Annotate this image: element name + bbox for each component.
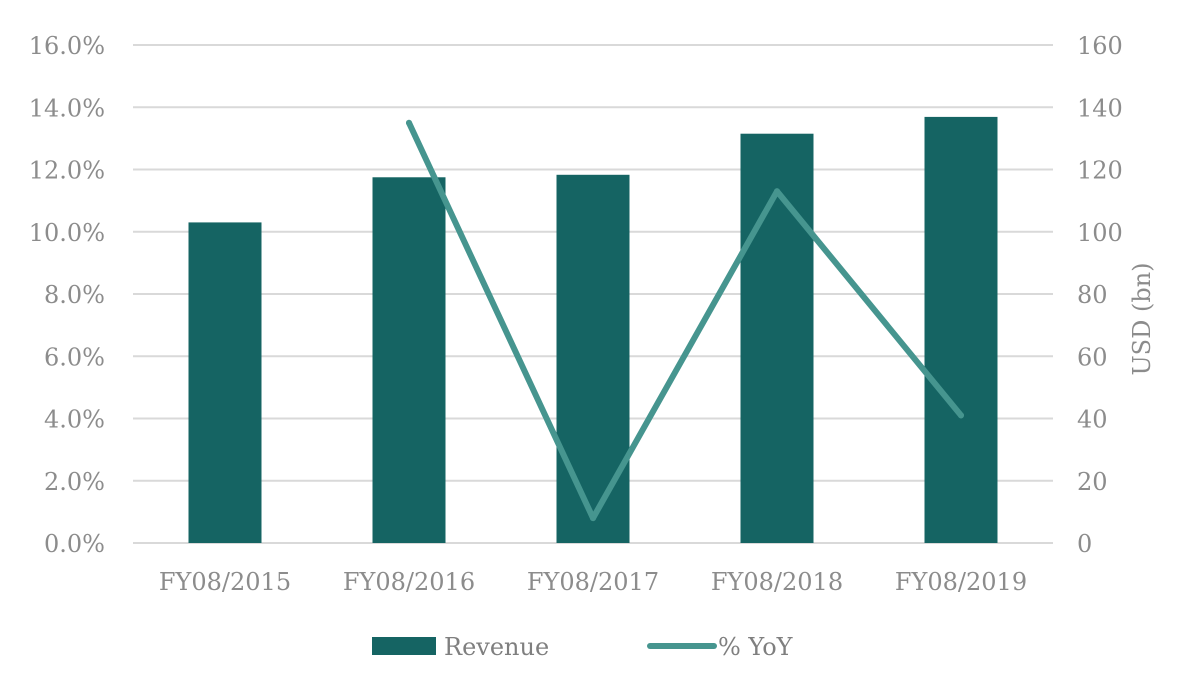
right-axis-title: USD (bn) [1128,262,1156,375]
revenue-bar [188,222,262,543]
right-tick-label: 60 [1077,343,1108,371]
x-tick-label: FY08/2019 [895,568,1027,596]
right-tick-label: 100 [1077,219,1123,247]
x-axis-ticks: FY08/2015 FY08/2016 FY08/2017 FY08/2018 FY08… [159,568,1027,596]
left-tick-label: 2.0% [44,468,105,496]
right-tick-label: 80 [1077,281,1108,309]
yoy-line [406,119,964,522]
legend: Revenue % YoY [372,633,794,661]
revenue-bar [924,116,998,544]
yoy-point [774,188,780,195]
legend-swatch-revenue [372,637,436,655]
yoy-point [958,412,964,419]
right-tick-label: 0 [1077,530,1092,558]
left-tick-label: 10.0% [29,219,105,247]
x-tick-label: FY08/2018 [711,568,843,596]
left-tick-label: 16.0% [29,32,105,60]
revenue-bar [556,174,630,543]
x-tick-label: FY08/2016 [343,568,475,596]
left-tick-label: 4.0% [44,406,105,434]
right-tick-label: 120 [1077,157,1123,185]
right-tick-label: 20 [1077,468,1108,496]
right-tick-label: 140 [1077,94,1123,122]
revenue-bar [740,133,814,544]
yoy-point [406,119,412,126]
legend-label-revenue: Revenue [444,633,549,661]
x-tick-label: FY08/2017 [527,568,659,596]
left-axis-ticks: 0.0% 2.0% 4.0% 6.0% 8.0% 10.0% 12.0% 14.0% 16.0% [29,32,105,558]
yoy-point [590,515,596,522]
left-tick-label: 14.0% [29,94,105,122]
revenue-bars [188,116,998,544]
x-tick-label: FY08/2015 [159,568,291,596]
legend-label-yoy: % YoY [718,633,794,661]
yoy-line-layer [406,119,964,522]
left-tick-label: 8.0% [44,281,105,309]
left-tick-label: 0.0% [44,530,105,558]
right-axis-ticks: 0 20 40 60 80 100 120 140 160 [1077,32,1123,558]
left-tick-label: 12.0% [29,157,105,185]
left-tick-label: 6.0% [44,343,105,371]
right-tick-label: 160 [1077,32,1123,60]
right-tick-label: 40 [1077,406,1108,434]
revenue-bar [372,177,446,543]
